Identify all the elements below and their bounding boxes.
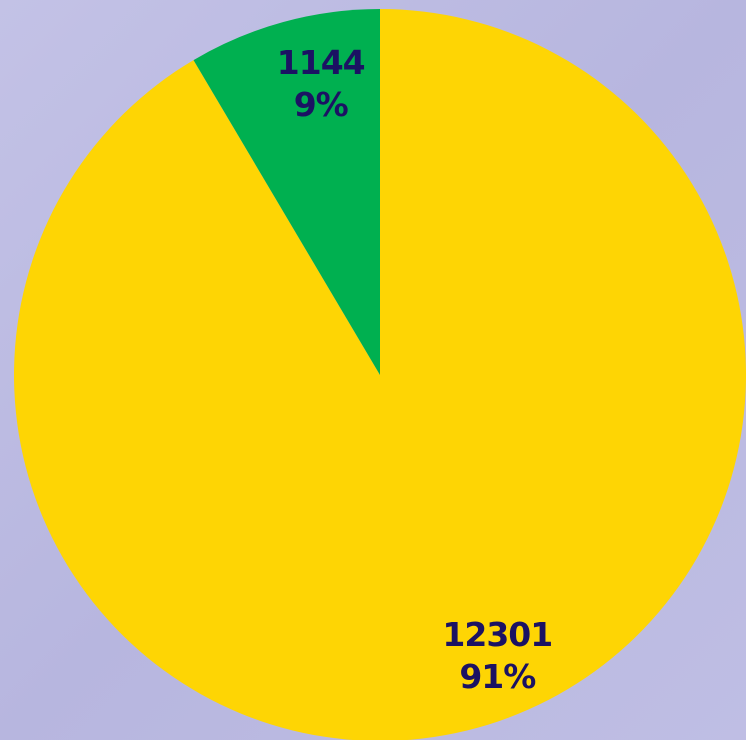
slice-percent-label: 9% — [294, 85, 349, 124]
slice-percent-label: 91% — [459, 657, 536, 696]
slice-value-label: 12301 — [442, 615, 552, 654]
slice-value-label: 1144 — [277, 43, 365, 82]
page: 1230191%11449% (() => { const data = JSO… — [0, 0, 746, 740]
chart: 1230191% 11449% — [0, 0, 746, 740]
